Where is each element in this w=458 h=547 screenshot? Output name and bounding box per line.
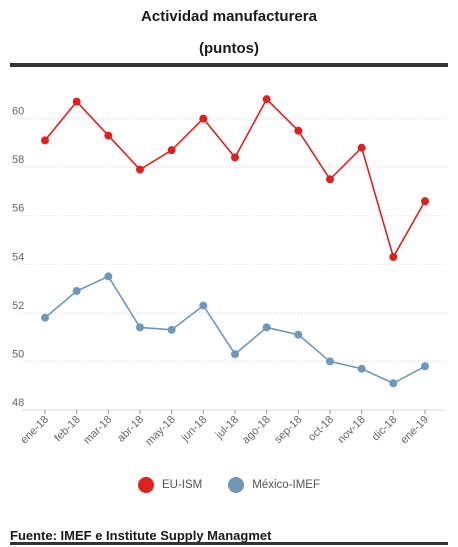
data-point-mexico-imef-ene-18 — [41, 313, 49, 322]
data-point-mexico-imef-jul-18 — [231, 350, 239, 359]
data-point-eu-ism-ene-18 — [41, 136, 49, 145]
data-point-mexico-imef-ene-19 — [421, 362, 429, 371]
data-point-eu-ism-ago-18 — [262, 95, 271, 104]
legend-item-mexico-imef[interactable]: México-IMEF — [228, 477, 320, 493]
legend-swatch-eu-ism — [138, 477, 154, 493]
footer-divider — [10, 542, 448, 545]
series-line-mexico-imef — [44, 275, 426, 385]
data-point-eu-ism-jul-18 — [231, 153, 239, 162]
data-point-mexico-imef-jun-18 — [199, 301, 208, 310]
data-point-eu-ism-abr-18 — [136, 165, 144, 174]
data-point-eu-ism-jun-18 — [199, 114, 208, 123]
y-tick-label-54: 54 — [12, 251, 24, 263]
data-point-eu-ism-nov-18 — [357, 143, 366, 152]
legend-label-eu-ism: EU-ISM — [162, 479, 203, 491]
data-point-mexico-imef-feb-18 — [72, 287, 81, 295]
legend-item-eu-ism[interactable]: EU-ISM — [138, 477, 202, 493]
x-tick-label-feb-18: feb-18 — [52, 414, 83, 445]
data-point-mexico-imef-abr-18 — [136, 323, 144, 332]
x-tick-label-ago-18: ago-18 — [240, 414, 273, 447]
data-point-mexico-imef-mar-18 — [104, 272, 113, 281]
data-point-mexico-imef-dic-18 — [389, 379, 398, 388]
data-point-eu-ism-may-18 — [167, 146, 176, 155]
legend-swatch-mexico-imef — [228, 477, 245, 493]
x-tick-label-nov-18: nov-18 — [336, 414, 368, 446]
series-line-eu-ism — [44, 97, 426, 260]
y-tick-label-58: 58 — [12, 154, 24, 166]
data-point-mexico-imef-oct-18 — [326, 357, 334, 366]
y-tick-label-48: 48 — [12, 397, 24, 409]
data-point-mexico-imef-nov-18 — [357, 364, 366, 373]
x-tick-label-may-18: may-18 — [143, 414, 177, 448]
data-point-eu-ism-ene-19 — [421, 197, 429, 206]
x-tick-label-abr-18: abr-18 — [115, 414, 146, 445]
data-point-eu-ism-feb-18 — [72, 97, 81, 106]
data-point-mexico-imef-ago-18 — [262, 323, 271, 332]
chart-legend: EU-ISM México-IMEF — [0, 477, 458, 493]
x-tick-label-mar-18: mar-18 — [81, 414, 114, 447]
source-note: Fuente: IMEF e Institute Supply Managmet — [10, 528, 272, 543]
chart-title: Actividad manufacturera — [141, 8, 317, 25]
data-point-eu-ism-oct-18 — [326, 175, 334, 184]
y-tick-label-50: 50 — [12, 348, 24, 360]
x-tick-label-ene-18: ene-18 — [18, 414, 51, 447]
data-point-eu-ism-mar-18 — [104, 131, 113, 140]
chart-subtitle: (puntos) — [199, 40, 259, 57]
x-tick-label-jun-18: jun-18 — [179, 414, 210, 445]
x-tick-label-oct-18: oct-18 — [306, 414, 336, 444]
x-tick-label-dic-18: dic-18 — [370, 414, 400, 444]
data-point-mexico-imef-may-18 — [167, 325, 176, 334]
y-tick-label-52: 52 — [12, 300, 24, 312]
x-tick-label-jul-18: jul-18 — [213, 414, 241, 442]
y-tick-label-56: 56 — [12, 203, 24, 215]
legend-label-mexico-imef: México-IMEF — [252, 479, 320, 491]
x-tick-label-ene-19: ene-19 — [398, 414, 431, 447]
data-point-eu-ism-dic-18 — [389, 253, 398, 261]
x-tick-label-sep-18: sep-18 — [272, 414, 304, 446]
data-point-mexico-imef-sep-18 — [294, 330, 303, 339]
y-tick-label-60: 60 — [12, 106, 24, 118]
header-divider — [10, 63, 448, 67]
data-point-eu-ism-sep-18 — [294, 126, 303, 135]
